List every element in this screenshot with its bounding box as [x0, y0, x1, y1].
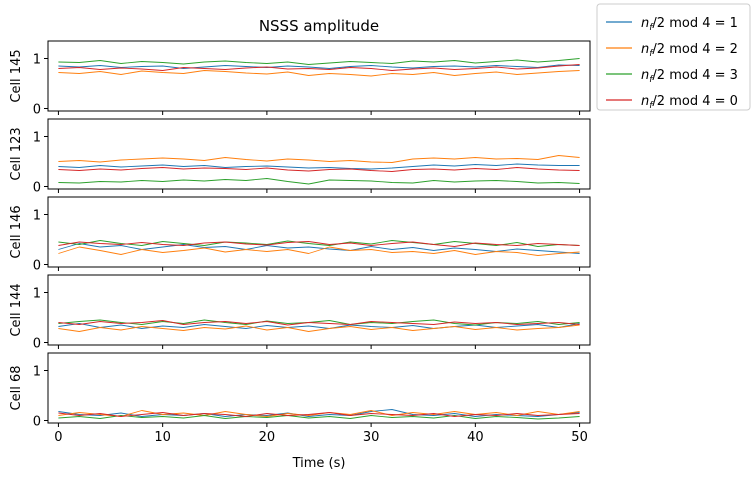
x-axis-label: Time (s): [292, 456, 346, 471]
legend-box: [596, 3, 751, 111]
y-tick-label: 0: [33, 337, 41, 352]
y-tick-label: 1: [33, 209, 41, 224]
legend-label: nf/2 mod 4 = 2: [641, 42, 738, 59]
series-line-panel4-s1: [58, 410, 580, 417]
series-line-panel4-s0: [58, 409, 580, 417]
panel-frame: [47, 118, 591, 190]
series-line-panel4-s2: [58, 415, 580, 420]
panel-2: 0 1 Cell 146: [9, 196, 591, 274]
x-tick-label: 30: [363, 430, 380, 445]
chart-title: NSSS amplitude: [259, 17, 379, 35]
series-line-panel1-s2: [58, 178, 580, 185]
panel-frame: [47, 352, 591, 424]
y-tick-label: 0: [33, 103, 41, 118]
y-tick-label: 0: [33, 259, 41, 274]
panel-1: 0 1 Cell 123: [9, 118, 591, 196]
series-line-panel0-s3: [58, 64, 580, 71]
x-tick-label: 50: [571, 430, 588, 445]
y-axis-label: Cell 68: [9, 366, 24, 411]
y-tick-label: 1: [33, 365, 41, 380]
x-tick-label: 40: [467, 430, 484, 445]
series-line-panel3-s0: [58, 323, 580, 329]
y-tick-label: 1: [33, 53, 41, 68]
series-line-panel1-s3: [58, 167, 580, 172]
series-line-panel3-s1: [58, 324, 580, 332]
legend-label: nf/2 mod 4 = 0: [641, 94, 738, 111]
series-line-panel2-s2: [58, 240, 580, 247]
legend-label: nf/2 mod 4 = 1: [641, 16, 738, 33]
y-tick-label: 1: [33, 131, 41, 146]
series-line-panel2-s3: [58, 241, 580, 247]
y-axis-label: Cell 146: [9, 205, 24, 258]
series-line-panel0-s1: [58, 70, 580, 77]
panels: 0 1 Cell 145 0 1 Cell 123 0 1 Cell 146 0 1 Cell 144…: [9, 40, 591, 445]
series-line-panel1-s1: [58, 155, 580, 163]
series-line-panel0-s2: [58, 58, 580, 65]
series-line-panel0-s0: [58, 64, 580, 69]
series-line-panel1-s0: [58, 163, 580, 170]
y-axis-label: Cell 144: [9, 283, 24, 336]
legend-label: nf/2 mod 4 = 3: [641, 68, 738, 85]
y-tick-label: 0: [33, 181, 41, 196]
panel-frame: [47, 196, 591, 268]
x-tick-label: 10: [154, 430, 171, 445]
panel-frame: [47, 274, 591, 346]
series-line-panel3-s3: [58, 320, 580, 326]
series-line-panel2-s1: [58, 246, 580, 256]
y-axis-label: Cell 145: [9, 49, 24, 102]
panel-frame: [47, 40, 591, 112]
panel-0: 0 1 Cell 145: [9, 40, 591, 118]
x-tick-label: 0: [54, 430, 62, 445]
legend: nf/2 mod 4 = 1 nf/2 mod 4 = 2 nf/2 mod 4 =…: [596, 3, 751, 111]
y-axis-label: Cell 123: [9, 127, 24, 180]
series-line-panel2-s0: [58, 243, 580, 254]
y-tick-label: 0: [33, 415, 41, 430]
x-tick-label: 20: [259, 430, 276, 445]
series-line-panel4-s3: [58, 412, 580, 417]
y-tick-label: 1: [33, 287, 41, 302]
panel-3: 0 1 Cell 144: [9, 274, 591, 352]
